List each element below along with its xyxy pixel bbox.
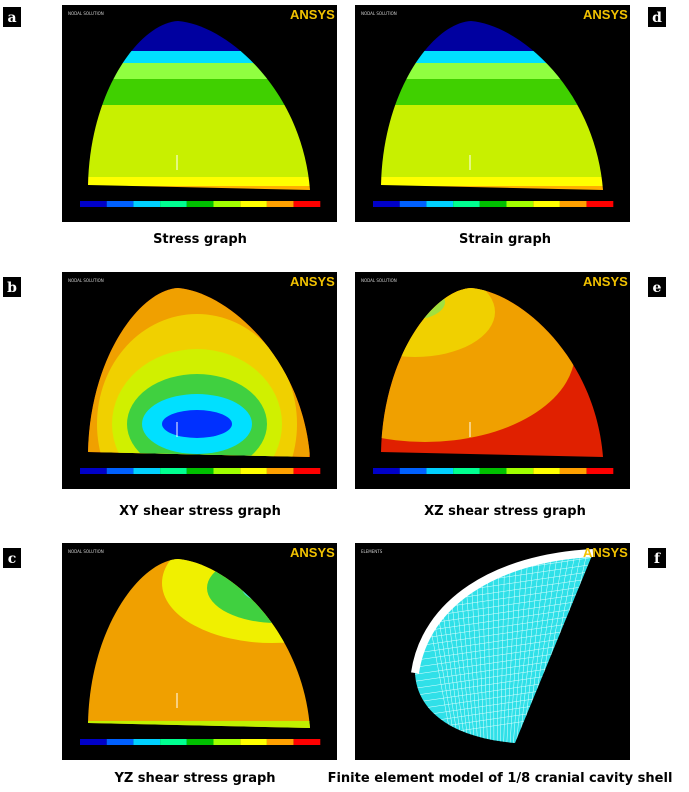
panel-caption: Finite element model of 1/8 cranial cavi… xyxy=(328,771,673,786)
color-bar-segment xyxy=(240,201,267,207)
panel-header: ELEMENTS xyxy=(361,549,383,554)
color-bar-segment xyxy=(426,468,453,474)
color-bar-segment xyxy=(267,739,294,745)
color-bar-segment xyxy=(160,201,187,207)
color-bar-segment xyxy=(214,739,241,745)
color-bar-segment xyxy=(294,468,321,474)
ansys-logo: ANSYS xyxy=(290,545,335,560)
color-bar-segment xyxy=(373,201,400,207)
color-bar-segment xyxy=(187,739,214,745)
panel-caption: XY shear stress graph xyxy=(119,504,281,519)
contour-band xyxy=(62,177,337,186)
color-bar-segment xyxy=(480,468,507,474)
color-bar-segment xyxy=(214,201,241,207)
panel-header: NODAL SOLUTION xyxy=(361,278,397,283)
color-bar-segment xyxy=(587,201,614,207)
ansys-logo: ANSYS xyxy=(583,7,628,22)
panel: NODAL SOLUTION ANSYS xyxy=(62,523,382,760)
color-bar-segment xyxy=(587,468,614,474)
color-bar-segment xyxy=(133,201,160,207)
color-bar-segment xyxy=(267,201,294,207)
color-bar-segment xyxy=(560,468,587,474)
ansys-logo: ANSYS xyxy=(583,545,628,560)
panel: ELEMENTS ANSYS xyxy=(355,503,630,760)
color-bar-segment xyxy=(533,468,560,474)
color-bar-segment xyxy=(426,201,453,207)
panel-letter: d xyxy=(652,10,662,26)
color-bar-segment xyxy=(214,468,241,474)
color-bar-segment xyxy=(133,468,160,474)
color-bar-segment xyxy=(133,739,160,745)
color-bar-segment xyxy=(267,468,294,474)
color-bar-segment xyxy=(160,739,187,745)
panel-header: NODAL SOLUTION xyxy=(68,11,104,16)
color-bar-segment xyxy=(187,201,214,207)
color-bar-segment xyxy=(107,739,134,745)
color-bar-segment xyxy=(294,201,321,207)
panel-letter: e xyxy=(653,280,662,296)
color-bar-segment xyxy=(240,739,267,745)
contour-band xyxy=(355,177,630,186)
color-bar-segment xyxy=(240,468,267,474)
panel: NODAL SOLUTION ANSYS xyxy=(62,272,337,574)
color-bar-segment xyxy=(294,739,321,745)
ansys-logo: ANSYS xyxy=(583,274,628,289)
color-bar-segment xyxy=(453,201,480,207)
color-bar-segment xyxy=(507,201,534,207)
color-bar-segment xyxy=(80,468,107,474)
panel-header: NODAL SOLUTION xyxy=(361,11,397,16)
panel: NODAL SOLUTION ANSYS xyxy=(62,5,337,222)
figure: NODAL SOLUTION ANSYS a Stress graph NODAL SO… xyxy=(0,0,689,792)
panel-caption: Stress graph xyxy=(153,232,247,247)
color-bar-segment xyxy=(187,468,214,474)
panel: NODAL SOLUTION ANSYS xyxy=(355,5,630,222)
panel-letter: a xyxy=(7,10,16,26)
color-bar-segment xyxy=(80,201,107,207)
color-bar-segment xyxy=(400,201,427,207)
color-bar-segment xyxy=(107,201,134,207)
color-bar-segment xyxy=(373,468,400,474)
panel-header: NODAL SOLUTION xyxy=(68,278,104,283)
panel-letter: f xyxy=(654,551,661,567)
contour-band xyxy=(162,410,232,438)
color-bar-segment xyxy=(480,201,507,207)
color-bar-segment xyxy=(507,468,534,474)
color-bar-segment xyxy=(80,739,107,745)
panel-caption: Strain graph xyxy=(459,232,551,247)
color-bar-segment xyxy=(533,201,560,207)
panel-letter: c xyxy=(8,551,17,567)
color-bar-segment xyxy=(107,468,134,474)
color-bar-segment xyxy=(400,468,427,474)
color-bar-segment xyxy=(160,468,187,474)
ansys-logo: ANSYS xyxy=(290,274,335,289)
panel-letter: b xyxy=(7,280,17,296)
panel-header: NODAL SOLUTION xyxy=(68,549,104,554)
color-bar-segment xyxy=(453,468,480,474)
panel-caption: XZ shear stress graph xyxy=(424,504,586,519)
ansys-logo: ANSYS xyxy=(290,7,335,22)
panel-caption: YZ shear stress graph xyxy=(113,771,275,786)
color-bar-segment xyxy=(560,201,587,207)
